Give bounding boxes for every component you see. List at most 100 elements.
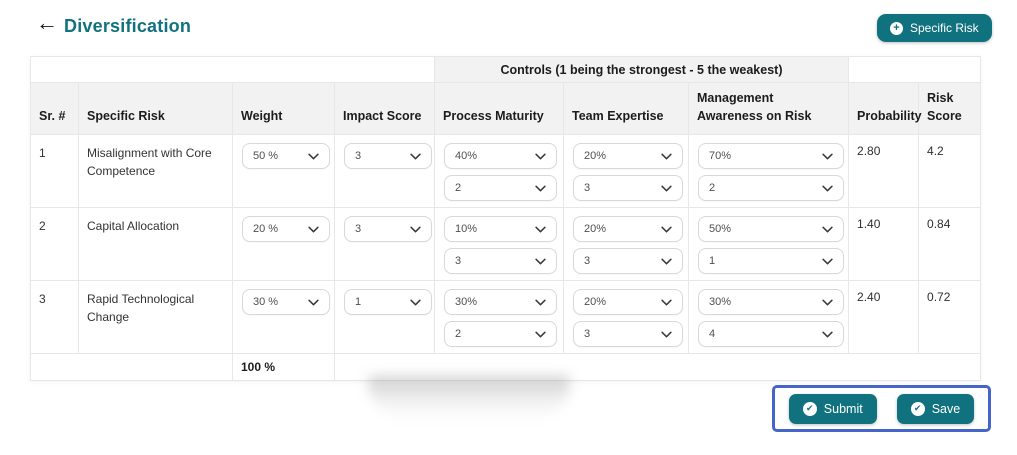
sr-number: 1	[30, 134, 79, 209]
team-expertise-score-select[interactable]: 3	[573, 321, 683, 348]
management-awareness-percent-value: 30%	[709, 296, 732, 309]
management-awareness-percent-select[interactable]: 70%	[698, 143, 844, 170]
risk-table: Controls (1 being the strongest - 5 the …	[30, 56, 982, 382]
impact-score-select[interactable]: 3	[344, 143, 432, 170]
weight-value: 50 %	[253, 150, 279, 163]
dropdown-shadow	[368, 376, 570, 420]
team-expertise-score-value: 3	[584, 182, 591, 195]
chevron-down-icon	[535, 185, 546, 192]
management-awareness-score-value: 4	[709, 328, 716, 341]
save-button-label: Save	[931, 401, 961, 416]
process-maturity-score-select[interactable]: 3	[444, 248, 557, 275]
save-button[interactable]: ✔ Save	[896, 393, 975, 424]
impact-score-value: 3	[355, 223, 362, 236]
process-maturity-score-value: 2	[455, 182, 462, 195]
sr-number: 2	[30, 207, 79, 282]
chevron-down-icon	[661, 299, 672, 306]
column-header-probability: Probability	[848, 81, 922, 136]
impact-score-value: 3	[355, 150, 362, 163]
specific-risk-name: Misalignment with Core Competence	[78, 134, 233, 209]
process-maturity-percent-select[interactable]: 40%	[444, 143, 557, 170]
chevron-down-icon	[822, 226, 833, 233]
process-maturity-score-value: 2	[455, 328, 462, 341]
controls-group-header: Controls (1 being the strongest - 5 the …	[433, 56, 850, 83]
column-header-weight: Weight	[232, 81, 335, 136]
column-header-row: Sr. # Specific Risk Weight Impact Score …	[30, 81, 982, 136]
chevron-down-icon	[535, 299, 546, 306]
impact-score-select[interactable]: 3	[344, 216, 432, 243]
team-expertise-score-value: 3	[584, 255, 591, 268]
group-header-spacer-right	[848, 56, 982, 83]
plus-icon: +	[890, 21, 903, 35]
risk-score-value: 0.72	[918, 280, 982, 355]
probability-value: 2.80	[848, 134, 920, 209]
chevron-down-icon	[661, 331, 672, 338]
process-maturity-percent-select[interactable]: 10%	[444, 216, 557, 243]
weight-total: 100 %	[232, 353, 335, 382]
management-awareness-percent-select[interactable]: 30%	[698, 289, 844, 316]
weight-select[interactable]: 20 %	[242, 216, 330, 243]
check-icon: ✔	[802, 401, 817, 416]
weight-select[interactable]: 30 %	[242, 289, 330, 316]
weight-value: 30 %	[253, 296, 279, 309]
chevron-down-icon	[308, 153, 319, 160]
chevron-down-icon	[822, 153, 833, 160]
column-header-risk-score: Risk Score	[918, 81, 982, 136]
column-header-impact-score: Impact Score	[334, 81, 435, 136]
team-expertise-percent-value: 20%	[584, 150, 607, 163]
probability-value: 1.40	[848, 207, 920, 282]
table-footer-row: 100 %	[30, 353, 982, 382]
specific-risk-name: Rapid Technological Change	[78, 280, 233, 355]
chevron-down-icon	[661, 153, 672, 160]
controls-group-header-row: Controls (1 being the strongest - 5 the …	[30, 56, 982, 83]
footer-spacer-left	[30, 353, 233, 382]
management-awareness-score-value: 2	[709, 182, 716, 195]
team-expertise-percent-value: 20%	[584, 296, 607, 309]
chevron-down-icon	[661, 226, 672, 233]
team-expertise-score-value: 3	[584, 328, 591, 341]
chevron-down-icon	[661, 258, 672, 265]
risk-score-value: 4.2	[918, 134, 982, 209]
column-header-sr: Sr. #	[30, 81, 79, 136]
specific-risk-name: Capital Allocation	[78, 207, 233, 282]
management-awareness-percent-value: 50%	[709, 223, 732, 236]
team-expertise-percent-select[interactable]: 20%	[573, 143, 683, 170]
management-awareness-percent-select[interactable]: 50%	[698, 216, 844, 243]
process-maturity-score-value: 3	[455, 255, 462, 268]
table-row: 3 Rapid Technological Change 30 % 1 30%	[30, 280, 982, 355]
chevron-down-icon	[410, 226, 421, 233]
process-maturity-percent-value: 10%	[455, 223, 478, 236]
chevron-down-icon	[308, 226, 319, 233]
process-maturity-percent-select[interactable]: 30%	[444, 289, 557, 316]
process-maturity-percent-value: 30%	[455, 296, 478, 309]
submit-button-label: Submit	[823, 401, 863, 416]
management-awareness-score-select[interactable]: 1	[698, 248, 844, 275]
specific-risk-button[interactable]: + Specific Risk	[877, 14, 992, 42]
submit-button[interactable]: ✔ Submit	[788, 393, 877, 424]
team-expertise-percent-select[interactable]: 20%	[573, 289, 683, 316]
team-expertise-score-select[interactable]: 3	[573, 175, 683, 202]
back-arrow-icon[interactable]: ←	[36, 10, 58, 35]
management-awareness-score-value: 1	[709, 255, 716, 268]
team-expertise-percent-value: 20%	[584, 223, 607, 236]
process-maturity-score-select[interactable]: 2	[444, 321, 557, 348]
group-header-spacer-left	[30, 56, 435, 83]
impact-score-select[interactable]: 1	[344, 289, 432, 316]
management-awareness-score-select[interactable]: 4	[698, 321, 844, 348]
team-expertise-score-select[interactable]: 3	[573, 248, 683, 275]
process-maturity-percent-value: 40%	[455, 150, 478, 163]
chevron-down-icon	[822, 299, 833, 306]
column-header-team-expertise: Team Expertise	[563, 81, 689, 136]
column-header-management-awareness: Management Awareness on Risk	[687, 81, 850, 136]
process-maturity-score-select[interactable]: 2	[444, 175, 557, 202]
chevron-down-icon	[822, 258, 833, 265]
management-awareness-score-select[interactable]: 2	[698, 175, 844, 202]
chevron-down-icon	[535, 226, 546, 233]
team-expertise-percent-select[interactable]: 20%	[573, 216, 683, 243]
chevron-down-icon	[822, 331, 833, 338]
sr-number: 3	[30, 280, 79, 355]
weight-select[interactable]: 50 %	[242, 143, 330, 170]
chevron-down-icon	[410, 153, 421, 160]
chevron-down-icon	[535, 153, 546, 160]
